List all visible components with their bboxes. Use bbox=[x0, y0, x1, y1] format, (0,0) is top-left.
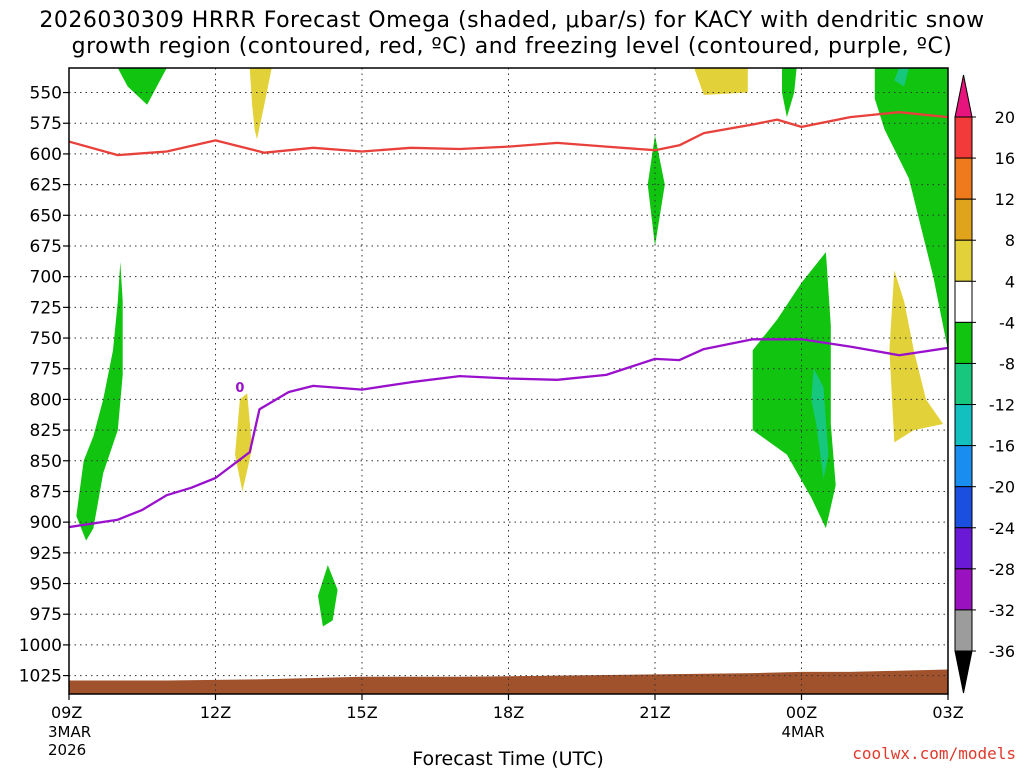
y-tick-label-575: 575 bbox=[30, 114, 62, 134]
colorbar-label--16: -16 bbox=[989, 437, 1015, 456]
colorbar-swatch--28 bbox=[954, 568, 973, 611]
colorbar-label--20: -20 bbox=[989, 478, 1015, 497]
site-credit: coolwx.com/models bbox=[852, 744, 1016, 763]
colorbar-swatch-16 bbox=[954, 157, 973, 200]
x-tick-label-09Z: 09Z bbox=[51, 703, 82, 722]
omega-neg-21z bbox=[647, 135, 665, 246]
omega-neg-right-edge bbox=[874, 68, 948, 351]
y-tick-label-600: 600 bbox=[30, 145, 62, 165]
colorbar-bottom-arrow bbox=[954, 650, 973, 694]
colorbar-label-4: 4 bbox=[1005, 272, 1015, 291]
colorbar-label--32: -32 bbox=[989, 601, 1015, 620]
omega-neg-bottom-mid bbox=[318, 565, 338, 627]
omega-pos-low-left bbox=[235, 393, 253, 492]
colorbar-label-20: 20 bbox=[995, 108, 1015, 127]
dgz-contour-line bbox=[69, 111, 948, 157]
y-tick-label-1000: 1000 bbox=[19, 636, 62, 656]
freezing-level-label-bg bbox=[233, 378, 246, 395]
x-year-label: 2026 bbox=[48, 741, 86, 759]
chart-title-line1: 2026030309 HRRR Forecast Omega (shaded, … bbox=[39, 8, 985, 33]
y-tick-label-1025: 1025 bbox=[19, 667, 62, 687]
chart-title-line2: growth region (contoured, red, ºC) and f… bbox=[71, 34, 953, 59]
y-tick-label-625: 625 bbox=[30, 176, 62, 196]
colorbar-swatch-4 bbox=[954, 280, 973, 323]
y-tick-label-825: 825 bbox=[30, 421, 62, 441]
colorbar-swatch--12 bbox=[954, 404, 973, 447]
freezing-level-line bbox=[69, 338, 948, 529]
y-tick-label-750: 750 bbox=[30, 329, 62, 349]
omega-field: 0 bbox=[69, 68, 948, 694]
omega-pos-lower-right bbox=[889, 270, 944, 443]
omega-neg-lower-right-core bbox=[811, 368, 829, 480]
colorbar-swatch-20 bbox=[954, 116, 973, 159]
colorbar-label--8: -8 bbox=[999, 354, 1015, 373]
x-tick-label-18Z: 18Z bbox=[493, 703, 524, 722]
y-tick-label-775: 775 bbox=[30, 360, 62, 380]
freezing-level-label: 0 bbox=[235, 381, 244, 396]
x-tick-label-00Z: 00Z bbox=[786, 703, 817, 722]
x-tick-label-21Z: 21Z bbox=[639, 703, 670, 722]
x-tick-label-15Z: 15Z bbox=[346, 703, 377, 722]
x-date-label-3MAR: 3MAR bbox=[48, 723, 91, 741]
colorbar-label--36: -36 bbox=[989, 642, 1015, 661]
y-tick-label-925: 925 bbox=[30, 544, 62, 564]
omega-neg-right-edge-core bbox=[894, 68, 909, 87]
y-tick-label-725: 725 bbox=[30, 298, 62, 318]
colorbar-swatch-8 bbox=[954, 239, 973, 282]
y-tick-label-850: 850 bbox=[30, 452, 62, 472]
omega-neg-upper-left bbox=[117, 68, 167, 105]
y-tick-label-550: 550 bbox=[30, 84, 62, 104]
colorbar-swatch--24 bbox=[954, 527, 973, 570]
colorbar-swatch--4 bbox=[954, 321, 973, 364]
omega-pos-upper-right bbox=[694, 68, 748, 95]
y-tick-label-875: 875 bbox=[30, 482, 62, 502]
colorbar-label--4: -4 bbox=[999, 313, 1015, 332]
x-date-label-4MAR: 4MAR bbox=[782, 723, 825, 741]
y-tick-label-800: 800 bbox=[30, 390, 62, 410]
y-tick-label-650: 650 bbox=[30, 206, 62, 226]
x-tick-label-03Z: 03Z bbox=[932, 703, 963, 722]
colorbar-label--28: -28 bbox=[989, 560, 1015, 579]
colorbar-swatch-12 bbox=[954, 198, 973, 241]
colorbar-label-12: 12 bbox=[995, 190, 1015, 209]
y-tick-label-900: 900 bbox=[30, 513, 62, 533]
x-tick-label-12Z: 12Z bbox=[200, 703, 231, 722]
terrain-band bbox=[69, 669, 948, 694]
omega-neg-low-left bbox=[76, 261, 123, 541]
omega-neg-upper-right bbox=[782, 68, 797, 118]
y-tick-label-975: 975 bbox=[30, 605, 62, 625]
colorbar-swatch--16 bbox=[954, 445, 973, 488]
omega-pos-upper-mid bbox=[249, 68, 272, 140]
colorbar-label-8: 8 bbox=[1005, 231, 1015, 250]
colorbar-label-16: 16 bbox=[995, 149, 1015, 168]
y-tick-label-950: 950 bbox=[30, 575, 62, 595]
colorbar-swatch--8 bbox=[954, 362, 973, 406]
colorbar-label--12: -12 bbox=[989, 396, 1015, 415]
colorbar-swatch--32 bbox=[954, 609, 973, 652]
colorbar-top-arrow bbox=[954, 74, 973, 118]
y-tick-label-700: 700 bbox=[30, 268, 62, 288]
x-axis-title: Forecast Time (UTC) bbox=[412, 748, 603, 768]
colorbar-label--24: -24 bbox=[989, 519, 1015, 538]
colorbar-swatch--20 bbox=[954, 486, 973, 529]
y-tick-label-675: 675 bbox=[30, 237, 62, 257]
omega-neg-lower-right bbox=[752, 252, 836, 529]
